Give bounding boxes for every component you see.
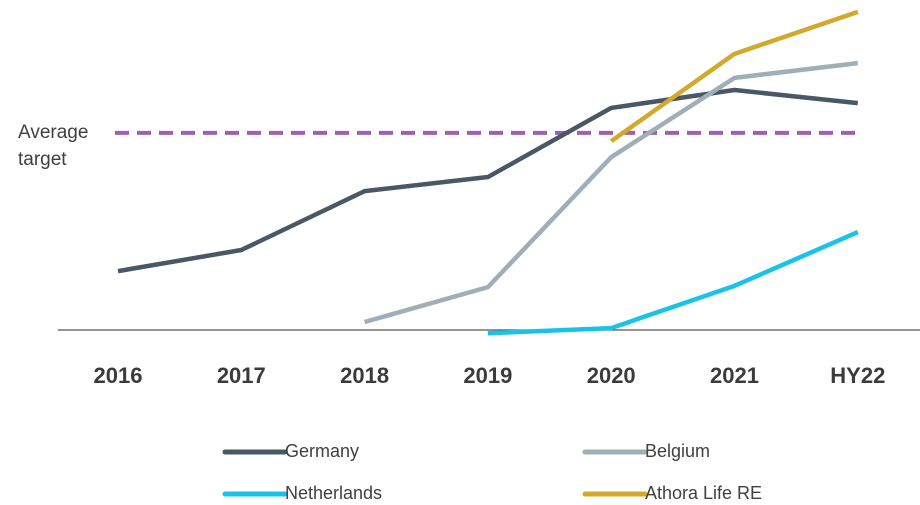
series-line (609, 9, 859, 144)
x-tick-label: 2019 (463, 363, 512, 388)
x-tick-label: 2018 (340, 363, 389, 388)
legend-label: Netherlands (285, 483, 382, 503)
legend-label: Belgium (645, 441, 710, 461)
series-line (117, 87, 859, 274)
x-tick-label: 2021 (710, 363, 759, 388)
legend-label: Germany (285, 441, 359, 461)
x-tick-label: 2020 (587, 363, 636, 388)
target-label: Average target (18, 122, 89, 170)
legend-label: Athora Life RE (645, 483, 762, 503)
x-tick-label: 2016 (94, 363, 143, 388)
x-tick-label: 2017 (217, 363, 266, 388)
x-tick-label: HY22 (830, 363, 885, 388)
series-line (487, 230, 859, 336)
series-line (363, 60, 859, 325)
